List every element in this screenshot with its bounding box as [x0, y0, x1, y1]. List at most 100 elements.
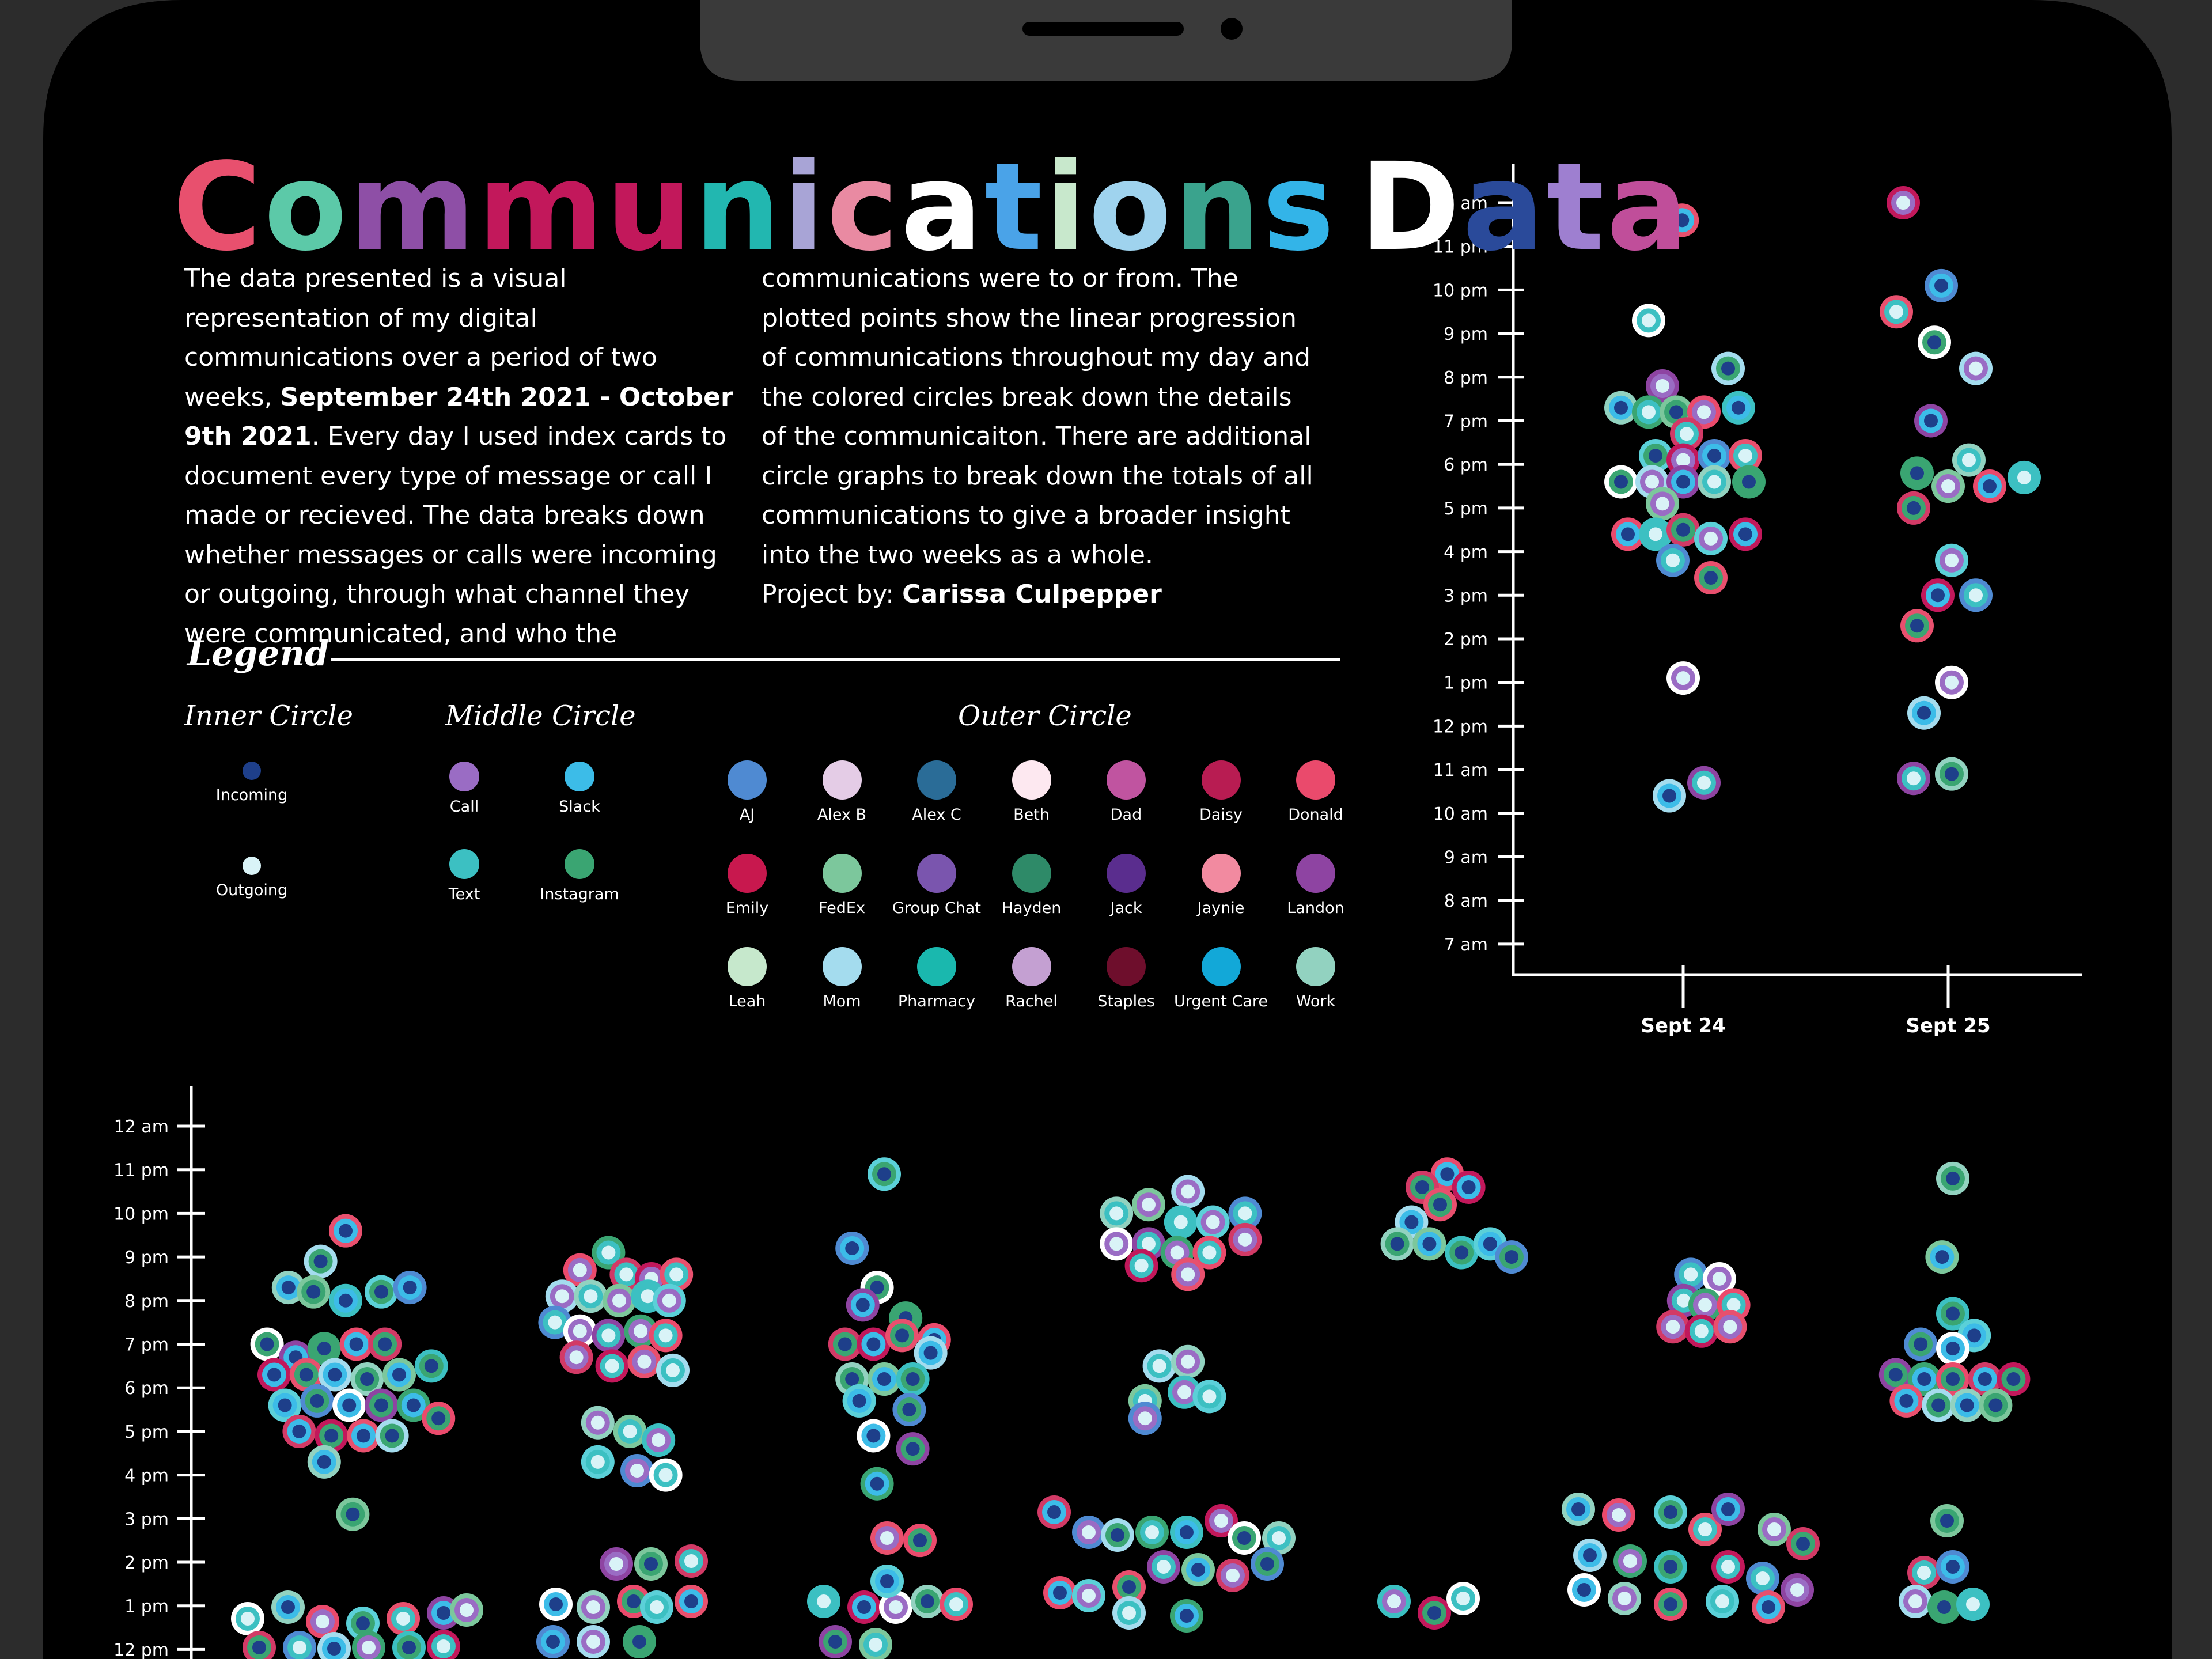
- legend-item-jaynie: Jaynie: [1155, 854, 1287, 917]
- communication-point: [1452, 1170, 1486, 1204]
- communication-point: [2008, 460, 2041, 494]
- legend-swatch-icon: [1012, 854, 1051, 893]
- communication-point: [1729, 517, 1762, 551]
- y-tick-label: 6 pm: [1444, 455, 1488, 475]
- communication-point: [317, 1632, 351, 1659]
- legend-item-urgent-care: Urgent Care: [1155, 947, 1287, 1010]
- credit-prefix: Project by:: [762, 579, 903, 609]
- communication-point: [847, 1590, 881, 1624]
- communication-point: [1880, 295, 1913, 329]
- communication-point: [1216, 1559, 1249, 1592]
- legend-divider: [331, 658, 1340, 661]
- communication-point: [577, 1625, 610, 1658]
- legend-swatch-icon: [1107, 854, 1146, 893]
- y-tick-label: 5 pm: [124, 1422, 169, 1442]
- title-letter: s: [1262, 137, 1337, 278]
- communication-point: [1228, 1521, 1261, 1555]
- legend-item-donald: Donald: [1249, 760, 1382, 824]
- legend-label: AJ: [739, 806, 755, 824]
- legend-swatch-icon: [1201, 947, 1241, 986]
- communication-point: [300, 1384, 334, 1418]
- communication-point: [859, 1628, 892, 1659]
- legend-swatch-icon: [1296, 947, 1335, 986]
- legend-item-hayden: Hayden: [965, 854, 1098, 917]
- chart-top: 12 am 11 pm 10 pm 9 pm 8 pm 7 pm 6 pm 5 pm 4 pm 3…: [1433, 164, 2082, 1037]
- communication-point: [1128, 1402, 1162, 1435]
- communication-point: [1072, 1579, 1105, 1612]
- communication-point: [1752, 1590, 1785, 1624]
- legend-item-fedex: FedEx: [776, 854, 908, 917]
- title-letter: i: [1044, 137, 1089, 278]
- legend-item-pharmacy: Pharmacy: [870, 947, 1003, 1010]
- y-tick-label: 1 pm: [1444, 673, 1488, 694]
- title-letter: n: [694, 137, 783, 278]
- communication-point: [1653, 779, 1686, 813]
- chart-bottom: 12 am 11 pm 10 pm 9 pm 8 pm 7 pm 6 pm 5 pm 4 pm 3…: [113, 1086, 2031, 1659]
- communication-point: [1251, 1547, 1284, 1581]
- communication-point: [1907, 696, 1941, 730]
- legend-inner-title: Inner Circle: [184, 700, 354, 732]
- communication-point: [613, 1414, 647, 1448]
- communication-point: [807, 1585, 840, 1618]
- x-tick-label: Sept 24: [1641, 1014, 1725, 1037]
- legend-item-emily: Emily: [681, 854, 813, 917]
- communication-point: [1914, 404, 1948, 438]
- communication-point: [1656, 543, 1690, 577]
- communication-point: [1646, 487, 1679, 521]
- communication-point: [1665, 203, 1699, 237]
- title-letter: [1336, 144, 1359, 271]
- legend-label: Urgent Care: [1174, 993, 1268, 1010]
- legend-label: Incoming: [215, 786, 288, 804]
- legend-label: Jack: [1110, 899, 1142, 917]
- communication-point: [1228, 1196, 1262, 1230]
- communication-point: [660, 1257, 694, 1291]
- communication-point: [283, 1631, 316, 1659]
- communication-point: [1135, 1516, 1169, 1549]
- communication-point: [860, 1467, 894, 1501]
- communication-point: [257, 1358, 291, 1392]
- communication-point: [297, 1275, 331, 1309]
- communication-point: [1925, 1240, 1959, 1274]
- communication-point: [1101, 1518, 1134, 1552]
- y-tick-label: 4 pm: [1444, 543, 1488, 563]
- legend-swatch-icon: [822, 760, 862, 800]
- communication-point: [1654, 1550, 1687, 1584]
- title-letter: n: [1173, 137, 1263, 278]
- speaker-icon: [1022, 22, 1184, 36]
- communication-point: [940, 1588, 973, 1621]
- communication-point: [1639, 517, 1672, 551]
- communication-point: [396, 1388, 430, 1422]
- communication-point: [1380, 1227, 1414, 1261]
- description-column-1: The data presented is a visual represent…: [184, 259, 737, 654]
- communication-point: [365, 1275, 398, 1309]
- legend-swatch-icon: [1012, 947, 1051, 986]
- communication-point: [1950, 1388, 1984, 1422]
- legend-swatch-icon: [243, 857, 261, 875]
- communication-point: [603, 1283, 636, 1317]
- communication-point: [592, 1319, 626, 1353]
- legend-label: Alex B: [817, 806, 867, 824]
- legend-label: Pharmacy: [897, 993, 976, 1010]
- communication-point: [828, 1327, 862, 1361]
- communication-point: [1639, 439, 1672, 473]
- legend-swatch-icon: [1201, 854, 1241, 893]
- communication-point: [1674, 1257, 1708, 1291]
- communication-point: [307, 1332, 341, 1366]
- legend-label: Beth: [1013, 806, 1050, 824]
- y-tick-label: 8 am: [1444, 891, 1488, 911]
- communication-point: [1192, 1236, 1226, 1270]
- communication-point: [1698, 439, 1731, 473]
- legend-swatch-icon: [1296, 760, 1335, 800]
- communication-point: [896, 1432, 930, 1466]
- communication-point: [1171, 1257, 1205, 1291]
- communication-point: [1495, 1240, 1528, 1274]
- title-letter: o: [264, 137, 350, 278]
- legend-swatch-icon: [728, 854, 767, 893]
- communication-point: [1897, 762, 1930, 796]
- communication-point: [600, 1547, 633, 1581]
- communication-point: [1722, 391, 1755, 425]
- communication-point: [427, 1630, 460, 1659]
- legend-swatch-icon: [917, 760, 956, 800]
- communication-point: [375, 1419, 409, 1453]
- communication-point: [892, 1393, 926, 1427]
